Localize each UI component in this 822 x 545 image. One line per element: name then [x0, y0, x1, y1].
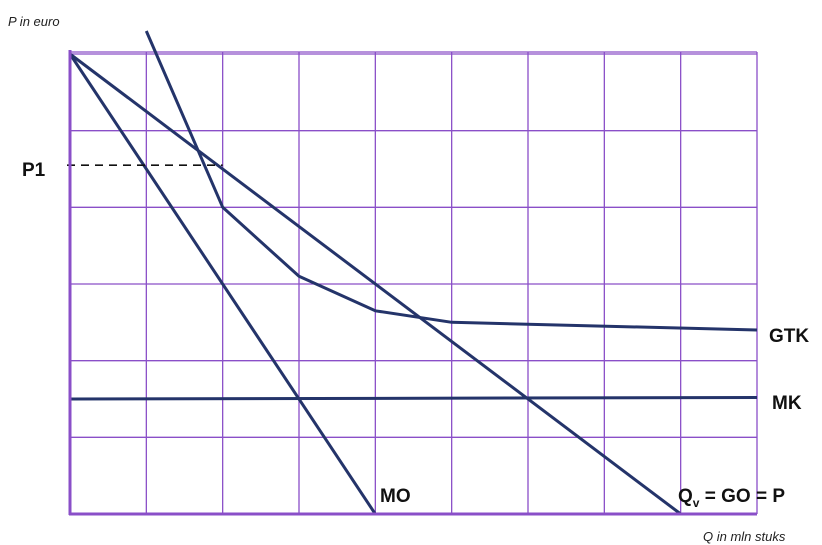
y-axis-label: P in euro	[8, 14, 60, 29]
label-main: MK	[772, 393, 802, 414]
p1-label: P1	[22, 160, 46, 181]
mk-line	[69, 396, 758, 401]
axes	[68, 50, 757, 516]
x-axis-label: Q in mln stuks	[703, 529, 786, 544]
gtk-label: GTK	[769, 326, 809, 347]
label-main: Q	[678, 486, 693, 507]
gtk-curve	[144, 30, 758, 332]
label-sub: v	[693, 496, 700, 510]
mk-label: MK	[772, 393, 802, 414]
label-main: GTK	[769, 326, 809, 347]
curve-labels: Qv = GO = P MO GTK MK	[380, 326, 809, 510]
label-rest: = GO = P	[699, 486, 785, 507]
demand-label: Qv = GO = P	[678, 486, 785, 510]
grid	[70, 51, 758, 514]
demand-line	[69, 52, 682, 516]
mo-label: MO	[380, 486, 411, 507]
label-main: MO	[380, 486, 411, 507]
mo-line	[68, 53, 377, 515]
curves	[68, 30, 758, 516]
